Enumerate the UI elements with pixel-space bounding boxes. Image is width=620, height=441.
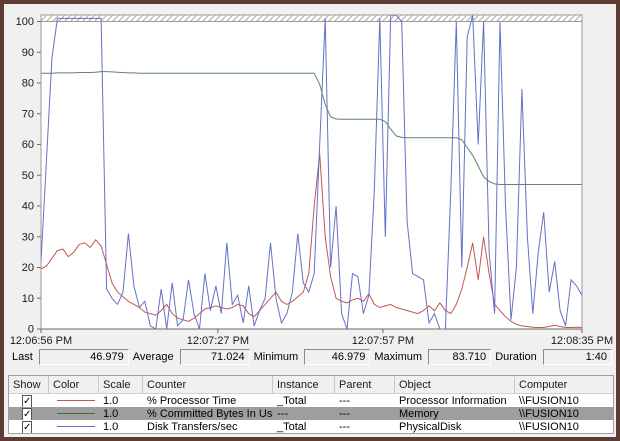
- instance-value: ---: [277, 407, 288, 420]
- x-tick-label: 12:07:27 PM: [187, 335, 249, 344]
- header-instance[interactable]: Instance: [273, 376, 335, 393]
- y-tick-label: 20: [22, 262, 34, 274]
- color-swatch: [57, 426, 95, 427]
- header-counter[interactable]: Counter: [143, 376, 273, 393]
- y-tick-label: 80: [22, 78, 34, 90]
- header-object[interactable]: Object: [395, 376, 515, 393]
- last-value: 46.979: [38, 349, 129, 365]
- series-line: [41, 71, 582, 185]
- show-checkbox[interactable]: ✓: [22, 420, 33, 433]
- scale-value: 1.0: [103, 394, 119, 407]
- show-checkbox[interactable]: ✓: [22, 394, 33, 407]
- duration-label: Duration: [495, 351, 537, 363]
- parent-value: ---: [339, 394, 350, 407]
- scale-value: 1.0: [103, 407, 119, 420]
- minimum-label: Minimum: [253, 351, 299, 363]
- average-label: Average: [132, 351, 174, 363]
- computer-value: \\FUSION10: [519, 407, 579, 420]
- maximum-value: 83.710: [428, 349, 492, 365]
- counter-row-processor-time[interactable]: ✓ 1.0 % Processor Time _Total --- Proces…: [9, 394, 613, 407]
- y-tick-label: 10: [22, 293, 34, 305]
- object-value: PhysicalDisk: [399, 420, 462, 433]
- x-tick-label: 12:06:56 PM: [10, 335, 72, 344]
- parent-value: ---: [339, 407, 350, 420]
- counter-name: % Processor Time: [147, 394, 237, 407]
- hatch-strip: [40, 14, 583, 22]
- chart-area: 0 10 20 30 40 50 60 70 80 90 100 12:06:56 PM 12:07:2…: [4, 4, 616, 344]
- y-tick-label: 100: [16, 16, 34, 28]
- computer-value: \\FUSION10: [519, 394, 579, 407]
- minimum-value: 46.979: [304, 349, 371, 365]
- color-swatch: [57, 400, 95, 401]
- counter-row-disk-transfers[interactable]: ✓ 1.0 Disk Transfers/sec _Total --- Phys…: [9, 420, 613, 433]
- header-color[interactable]: Color: [49, 376, 99, 393]
- duration-value: 1:40: [542, 349, 612, 365]
- performance-chart[interactable]: 0 10 20 30 40 50 60 70 80 90 100 12:06:56 PM 12:07:2…: [4, 4, 616, 344]
- header-show[interactable]: Show: [9, 376, 49, 393]
- y-tick-label: 40: [22, 201, 34, 213]
- instance-value: _Total: [277, 394, 307, 407]
- x-tick-label: 12:08:35 PM: [551, 335, 613, 344]
- last-label: Last: [12, 351, 33, 363]
- scale-value: 1.0: [103, 420, 119, 433]
- maximum-label: Maximum: [374, 351, 423, 363]
- y-tick-label: 70: [22, 108, 34, 120]
- y-tick-label: 30: [22, 231, 34, 243]
- legend-header-row: Show Color Scale Counter Instance Parent…: [9, 376, 613, 394]
- color-swatch: [57, 413, 95, 414]
- header-parent[interactable]: Parent: [335, 376, 395, 393]
- header-computer[interactable]: Computer: [519, 378, 568, 391]
- series-group: [41, 15, 582, 329]
- instance-value: _Total: [277, 420, 307, 433]
- plot-background: [41, 15, 582, 329]
- x-tick-label: 12:07:57 PM: [352, 335, 414, 344]
- y-tick-label: 50: [22, 170, 34, 182]
- object-value: Memory: [399, 407, 439, 420]
- header-scale[interactable]: Scale: [99, 376, 143, 393]
- y-tick-label: 60: [22, 139, 34, 151]
- series-line: [41, 153, 582, 328]
- show-checkbox[interactable]: ✓: [22, 407, 33, 420]
- computer-value: \\FUSION10: [519, 420, 579, 433]
- parent-value: ---: [339, 420, 350, 433]
- y-tick-label: 90: [22, 47, 34, 59]
- average-value: 71.024: [179, 349, 250, 365]
- series-line: [41, 15, 582, 329]
- counter-name: Disk Transfers/sec: [147, 420, 238, 433]
- legend-table: Show Color Scale Counter Instance Parent…: [8, 375, 614, 434]
- counter-row-committed-bytes[interactable]: ✓ 1.0 % Committed Bytes In Use --- --- M…: [9, 407, 613, 420]
- stats-bar: Last 46.979 Average 71.024 Minimum 46.97…: [4, 347, 616, 367]
- object-value: Processor Information: [399, 394, 507, 407]
- y-tick-label: 0: [28, 324, 34, 336]
- counter-name: % Committed Bytes In Use: [147, 407, 273, 420]
